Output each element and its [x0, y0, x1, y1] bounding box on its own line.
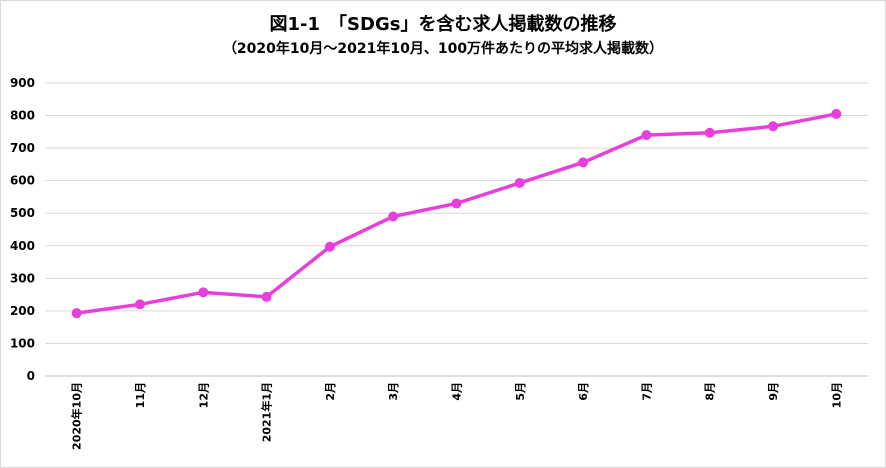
y-tick-label: 100	[10, 336, 35, 350]
chart-title: 図1-1 「SDGs」を含む求人掲載数の推移	[269, 14, 617, 35]
data-point	[514, 177, 525, 188]
x-tick-label: 6月	[577, 382, 590, 401]
gridlines	[45, 82, 868, 377]
data-point	[641, 130, 652, 141]
data-point	[578, 157, 589, 168]
x-tick-label: 8月	[704, 382, 717, 401]
data-point	[704, 127, 715, 138]
series-group	[71, 108, 842, 319]
y-tick-label: 400	[10, 239, 35, 253]
y-tick-label: 0	[27, 369, 35, 383]
x-tick-label: 2020年10月	[70, 382, 84, 450]
data-point	[198, 287, 209, 298]
x-tick-label: 3月	[387, 382, 400, 401]
x-tick-label: 11月	[134, 382, 147, 408]
x-tick-label: 2021年1月	[260, 382, 274, 442]
data-point	[831, 108, 842, 119]
y-tick-label: 200	[10, 304, 35, 318]
chart-subtitle: （2020年10月～2021年10月、100万件あたりの平均求人掲載数）	[222, 41, 664, 57]
x-tick-label: 7月	[640, 382, 653, 401]
y-axis-ticks: 0 100 200 300 400 500 600 700 800 900	[10, 76, 35, 383]
y-tick-label: 500	[10, 206, 35, 220]
data-point	[134, 299, 145, 310]
data-point	[451, 198, 462, 209]
data-point	[324, 241, 335, 252]
y-tick-label: 300	[10, 271, 35, 285]
data-point	[71, 308, 82, 319]
x-tick-label: 12月	[197, 382, 210, 408]
y-tick-label: 600	[10, 174, 35, 188]
x-axis-ticks: 2020年10月 11月 12月 2021年1月 2月 3月 4月 5月 6月 7月 8月 9月 10月	[70, 382, 844, 450]
data-point	[388, 211, 399, 222]
data-point	[768, 121, 779, 132]
x-tick-label: 10月	[830, 382, 843, 408]
data-point	[261, 291, 272, 302]
x-tick-label: 2月	[324, 382, 337, 401]
y-tick-label: 800	[10, 109, 35, 123]
x-tick-label: 4月	[451, 382, 464, 401]
x-tick-label: 5月	[514, 382, 527, 401]
x-tick-label: 9月	[767, 382, 780, 401]
y-tick-label: 700	[10, 141, 35, 155]
y-tick-label: 900	[10, 76, 35, 90]
